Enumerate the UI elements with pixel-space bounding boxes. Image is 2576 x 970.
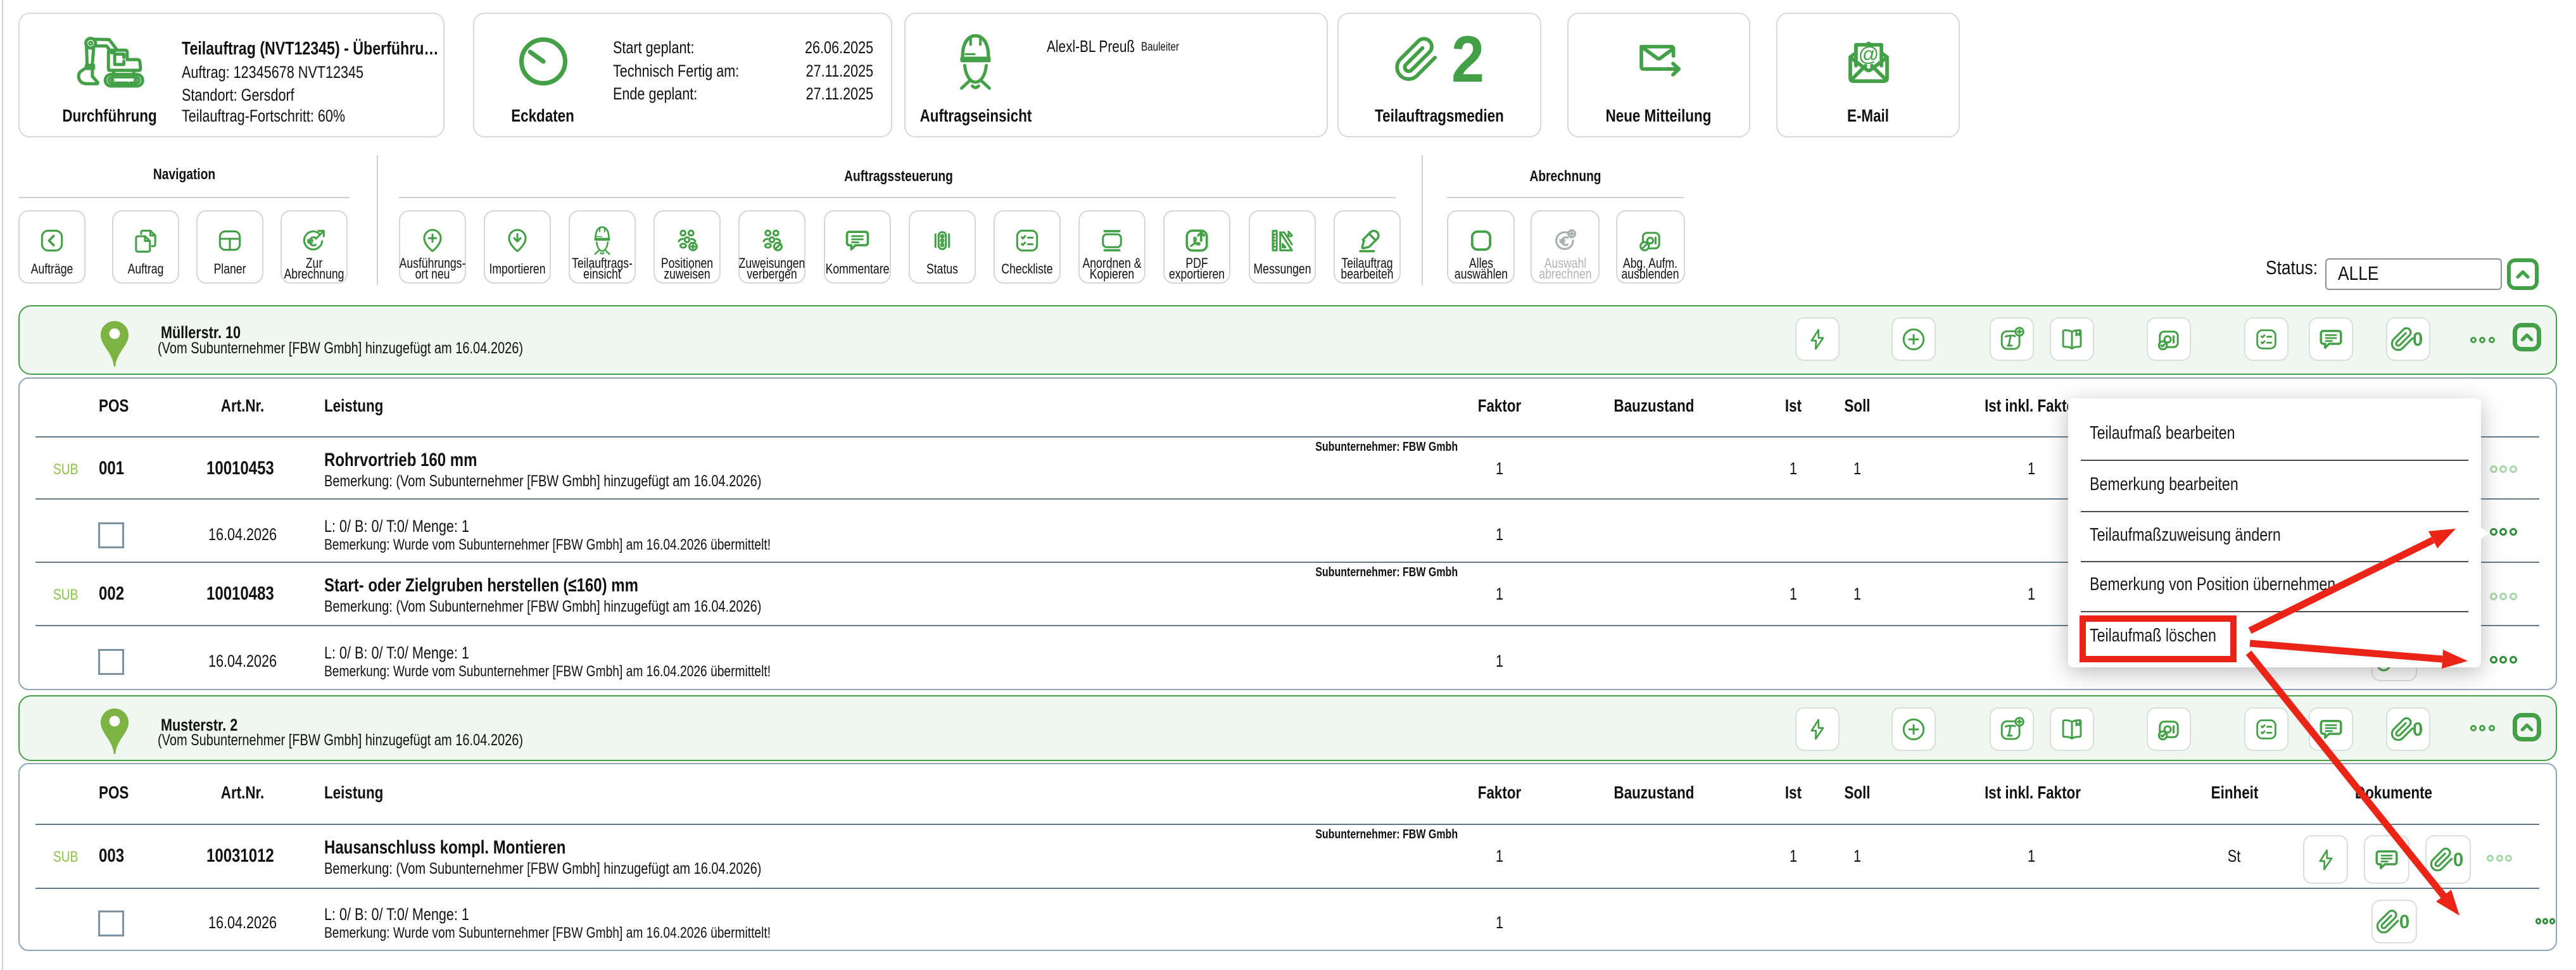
svg-text:@: @ <box>1859 43 1879 66</box>
